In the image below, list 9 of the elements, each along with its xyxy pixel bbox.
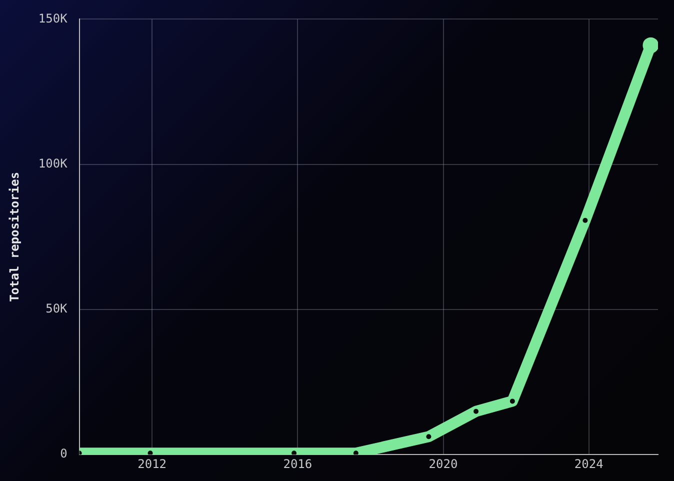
x-tick-label: 2024 — [574, 456, 604, 471]
y-tick-label: 150K — [38, 11, 68, 26]
y-axis-title: Total repositories — [7, 172, 22, 302]
x-tick-label: 2020 — [428, 456, 458, 471]
x-tick-label: 2016 — [283, 456, 312, 471]
y-tick-label: 50K — [46, 302, 68, 316]
x-tick-label: 2012 — [138, 456, 167, 471]
y-tick-label: 100K — [38, 156, 68, 170]
y-tick-label: 0 — [60, 446, 68, 461]
